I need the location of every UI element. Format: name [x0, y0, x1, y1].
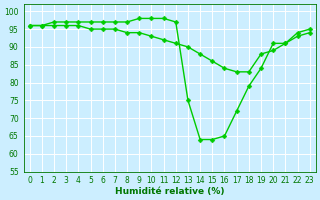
X-axis label: Humidité relative (%): Humidité relative (%): [115, 187, 224, 196]
